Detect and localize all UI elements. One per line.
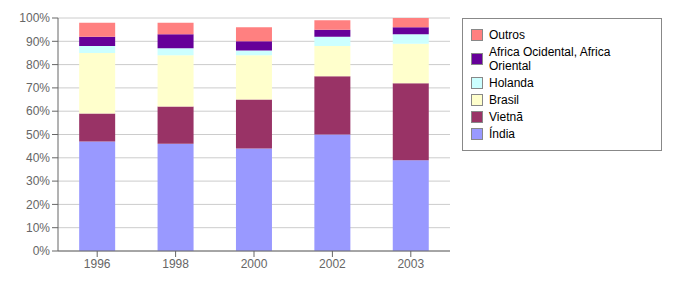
svg-text:80%: 80% (26, 58, 50, 72)
svg-text:70%: 70% (26, 81, 50, 95)
html-text:Holanda: Holanda (489, 76, 534, 90)
html-text:Brasil: Brasil (489, 93, 519, 107)
svg-text:100%: 100% (19, 11, 50, 25)
html-text:Índia: Índia (489, 127, 515, 141)
svg-text:1996: 1996 (84, 257, 111, 271)
svg-text:2003: 2003 (397, 257, 424, 271)
html-text:Africa Ocidental, Africa Orien: Africa Ocidental, Africa Oriental (489, 45, 611, 73)
svg-text:2002: 2002 (319, 257, 346, 271)
svg-text:10%: 10% (26, 221, 50, 235)
svg-text:0%: 0% (33, 244, 51, 258)
svg-text:50%: 50% (26, 128, 50, 142)
svg-text:2000: 2000 (241, 257, 268, 271)
svg-text:90%: 90% (26, 35, 50, 49)
html-text:Outros: Outros (489, 28, 525, 42)
svg-text:1998: 1998 (162, 257, 189, 271)
html-text:Vietnã: Vietnã (489, 110, 523, 124)
svg-text:40%: 40% (26, 151, 50, 165)
svg-text:30%: 30% (26, 174, 50, 188)
svg-text:60%: 60% (26, 104, 50, 118)
svg-text:20%: 20% (26, 198, 50, 212)
